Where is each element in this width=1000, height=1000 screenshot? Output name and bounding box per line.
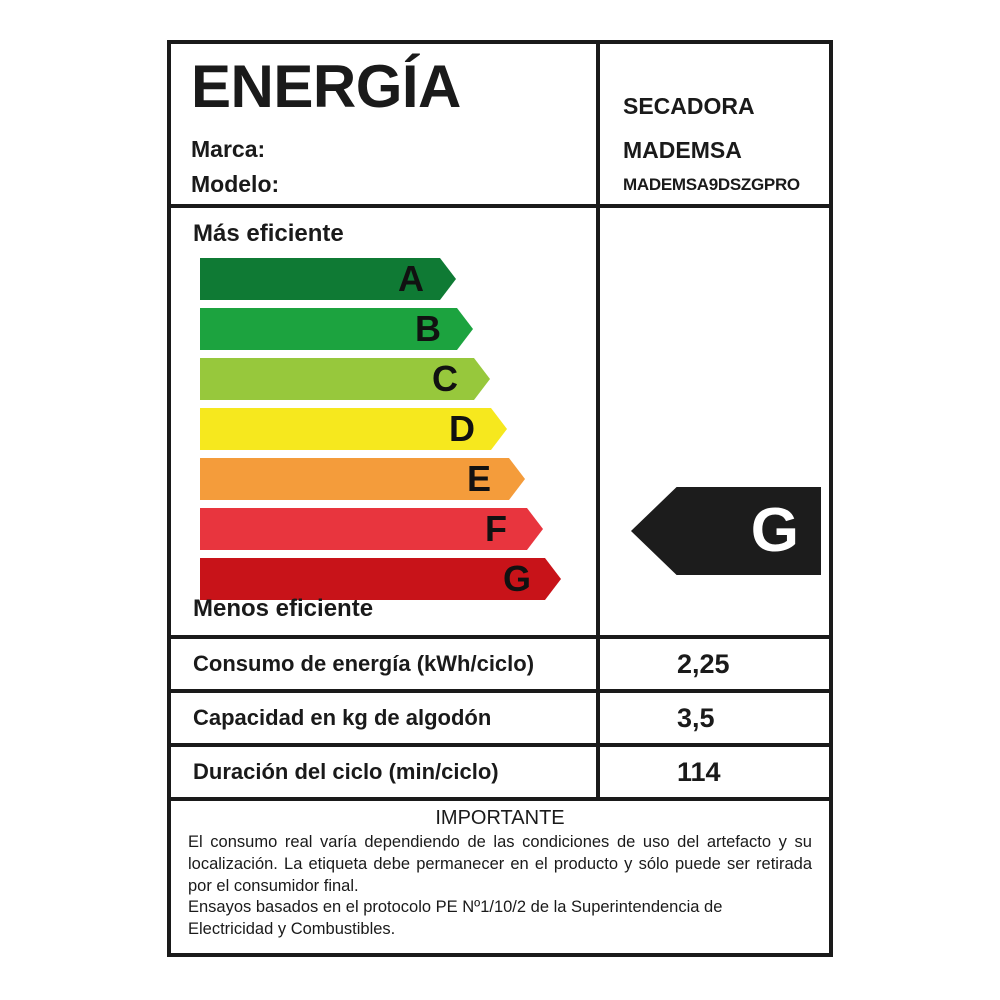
energy-label: ENERGÍA Marca: Modelo: SECADORA MADEMSA … [167,40,833,957]
spec-label-cell: Consumo de energía (kWh/ciclo) [171,639,600,689]
most-efficient-label: Más eficiente [193,220,344,247]
spec-value-cell: 3,5 [600,693,829,743]
efficiency-bar-letter: C [432,358,458,399]
spec-row: Capacidad en kg de algodón 3,5 [171,693,829,747]
spec-row: Duración del ciclo (min/ciclo) 114 [171,747,829,801]
efficiency-bar-shape [200,558,561,600]
efficiency-bar-letter: B [415,308,441,349]
specifications-table: Consumo de energía (kWh/ciclo) 2,25 Capaci… [171,639,829,801]
rating-arrow-icon: G [631,487,821,575]
spec-value: 114 [677,756,721,787]
spec-value-cell: 2,25 [600,639,829,689]
important-notice: IMPORTANTE El consumo real varía dependi… [171,801,829,941]
spec-label: Duración del ciclo (min/ciclo) [193,759,499,784]
page-title: ENERGÍA [191,53,461,120]
appliance-type: SECADORA [623,93,755,119]
efficiency-bar-letter: G [503,558,532,599]
header-right-cell: SECADORA MADEMSA MADEMSA9DSZGPRO [600,44,829,204]
efficiency-bar-letter: F [485,508,507,549]
spec-value: 2,25 [677,648,730,679]
efficiency-bar-letter: D [449,408,475,449]
label-header: ENERGÍA Marca: Modelo: SECADORA MADEMSA … [171,44,829,208]
brand-value: MADEMSA [623,137,742,163]
important-paragraph-1: El consumo real varía dependiendo de las… [188,833,812,895]
model-label: Modelo: [191,171,280,197]
important-paragraph-2: Ensayos basados en el protocolo PE Nº1/1… [188,898,723,939]
efficiency-bar-shape [200,508,543,550]
spec-row: Consumo de energía (kWh/ciclo) 2,25 [171,639,829,693]
efficiency-bar-letter: A [398,258,424,299]
brand-label: Marca: [191,136,266,162]
important-title: IMPORTANTE [435,807,565,829]
least-efficient-label: Menos eficiente [193,595,374,622]
model-value: MADEMSA9DSZGPRO [623,175,800,194]
spec-label-cell: Duración del ciclo (min/ciclo) [171,747,600,797]
efficiency-bar-shape [200,258,456,300]
spec-value: 3,5 [677,702,715,733]
efficiency-bar-shape [200,408,507,450]
scale-right-cell: G [600,208,829,635]
efficiency-bar-shape [200,358,490,400]
spec-label: Consumo de energía (kWh/ciclo) [193,651,535,676]
spec-value-cell: 114 [600,747,829,797]
efficiency-bar-shape [200,458,525,500]
header-left-cell: ENERGÍA Marca: Modelo: [171,44,600,204]
efficiency-bar-letter: E [467,458,492,499]
spec-label: Capacidad en kg de algodón [193,705,492,730]
efficiency-bar-shape [200,308,473,350]
spec-label-cell: Capacidad en kg de algodón [171,693,600,743]
rating-letter: G [750,496,799,565]
